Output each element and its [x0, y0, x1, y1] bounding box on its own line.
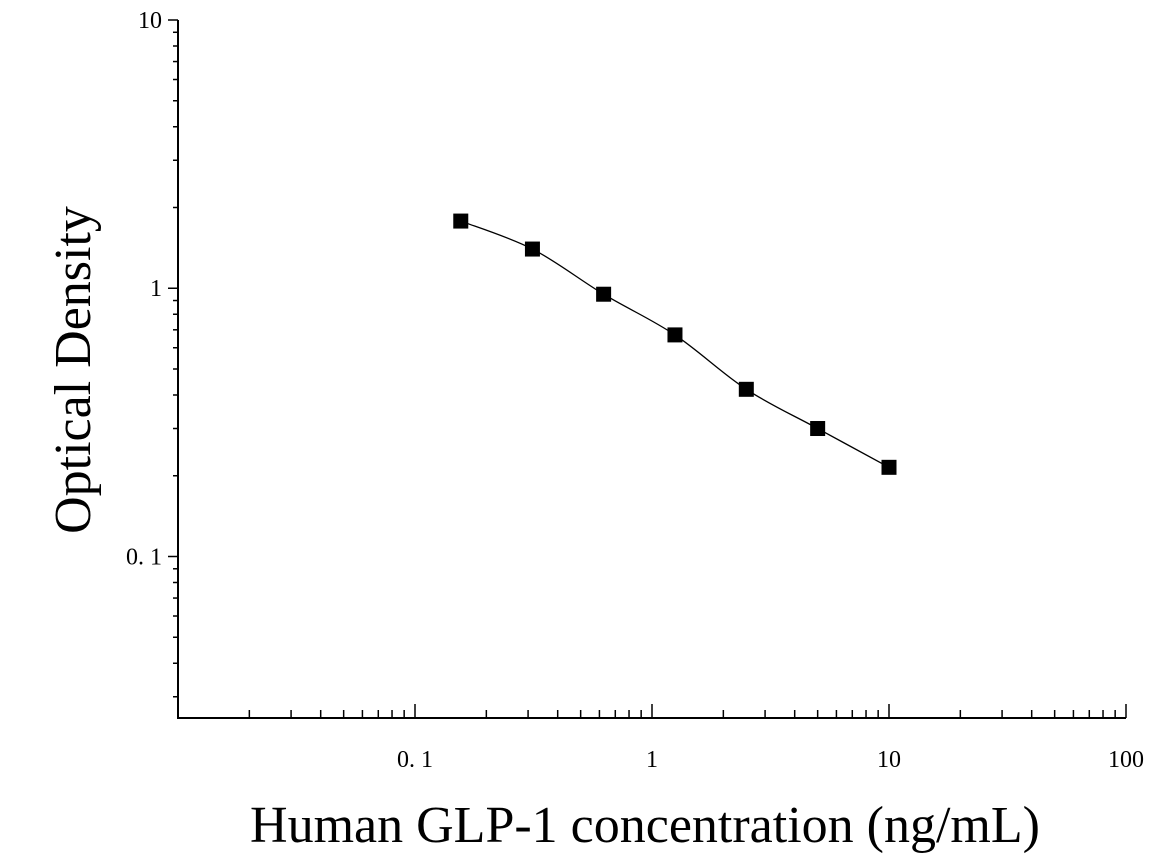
axis-ticks [168, 19, 1127, 718]
tick-labels: 0. 1 1 10 100 0. 1 1 10 [126, 8, 1144, 773]
x-tick-label: 1 [646, 747, 658, 773]
y-tick-label: 10 [138, 8, 162, 34]
x-tick-label: 0. 1 [397, 747, 433, 773]
x-tick-label: 100 [1108, 747, 1144, 773]
data-point [810, 421, 826, 437]
data-point [667, 327, 683, 343]
x-tick-label: 10 [877, 747, 901, 773]
y-tick-label: 1 [150, 276, 162, 302]
data-point [738, 381, 754, 397]
data-points [453, 213, 897, 475]
data-point [881, 459, 897, 475]
y-tick-label: 0. 1 [126, 544, 162, 570]
x-axis-title: Human GLP-1 concentration (ng/mL) [250, 797, 1040, 854]
y-axis-title: Optical Density [45, 206, 102, 534]
data-point [596, 286, 612, 302]
data-point [524, 241, 540, 257]
axes [177, 20, 1126, 719]
data-point [453, 213, 469, 229]
